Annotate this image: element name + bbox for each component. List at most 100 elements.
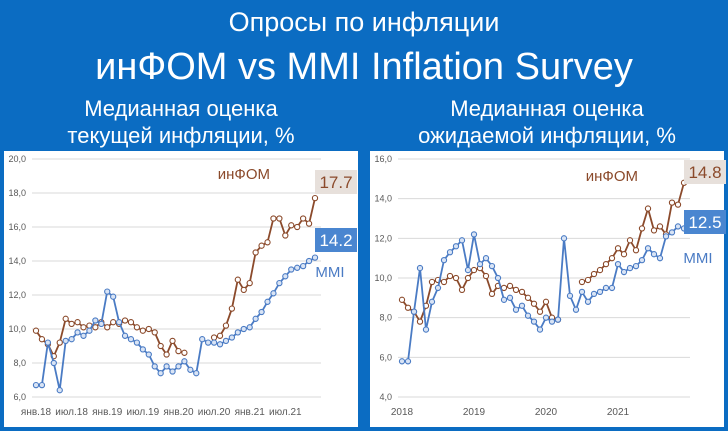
data-point-mmi	[74, 329, 81, 336]
data-point-mmi	[590, 290, 598, 298]
data-point-mmi	[656, 255, 664, 262]
data-point-mmi	[216, 341, 224, 348]
x-tick-label: янв.21	[235, 407, 266, 418]
x-tick-label: июл.21	[269, 407, 302, 418]
data-point-infom	[638, 225, 646, 232]
data-point-infom	[512, 286, 520, 294]
data-point-infom	[626, 237, 634, 244]
data-point-mmi	[410, 308, 418, 315]
data-point-mmi	[121, 332, 129, 339]
y-tick-label: 12,0	[374, 233, 392, 243]
data-point-infom	[506, 282, 514, 290]
data-point-mmi	[398, 358, 406, 365]
x-tick-label: янв.19	[92, 407, 123, 418]
data-point-mmi	[464, 266, 472, 274]
data-point-mmi	[282, 273, 289, 280]
data-point-infom	[530, 300, 538, 307]
data-point-infom	[518, 288, 526, 296]
data-point-infom	[270, 215, 277, 222]
data-point-mmi	[264, 298, 271, 305]
data-point-infom	[74, 319, 81, 326]
data-point-mmi	[86, 327, 93, 334]
x-tick-label: июл.18	[55, 407, 88, 418]
data-point-mmi	[193, 370, 200, 377]
data-point-mmi	[32, 381, 40, 389]
y-tick-label: 12,0	[8, 290, 26, 300]
data-point-mmi	[584, 298, 592, 305]
data-point-mmi	[68, 336, 75, 343]
data-point-mmi	[234, 329, 241, 336]
data-point-infom	[169, 337, 176, 345]
data-point-mmi	[614, 260, 622, 268]
data-point-mmi	[638, 257, 646, 264]
data-point-infom	[590, 270, 598, 278]
data-point-mmi	[446, 249, 454, 256]
data-point-mmi	[204, 339, 212, 346]
last-value-badge-bg	[684, 210, 726, 234]
data-point-mmi	[252, 315, 259, 322]
data-point-mmi	[668, 229, 676, 236]
data-point-infom	[470, 266, 478, 274]
data-point-infom	[311, 194, 319, 202]
data-point-infom	[151, 329, 158, 336]
data-point-infom	[536, 308, 544, 315]
y-tick-label: 14,0	[8, 256, 26, 266]
last-value-label-mmi: 14.2	[319, 231, 352, 250]
data-point-infom	[542, 298, 550, 305]
expected-inflation-chart: 4,0 6,0 8,0 10,0 12,0 14,0 16,0 2018 2019 2020 202…	[370, 151, 726, 427]
data-point-infom	[38, 336, 46, 343]
data-point-infom	[305, 220, 313, 227]
data-point-mmi	[572, 306, 580, 313]
data-point-infom	[264, 239, 271, 246]
y-tick-label: 6,0	[379, 352, 392, 362]
panel-title-line1: Медианная оценка	[450, 96, 644, 121]
x-tick-label: 2020	[535, 407, 558, 418]
series-label-mmi: MMI	[315, 264, 344, 281]
data-point-infom	[163, 351, 170, 358]
data-point-mmi	[246, 324, 253, 331]
series-label-infom: инФОМ	[218, 166, 270, 183]
data-point-infom	[524, 294, 532, 301]
data-point-mmi	[288, 266, 295, 273]
data-point-infom	[181, 349, 188, 356]
data-point-infom	[428, 278, 436, 286]
y-tick-label: 16,0	[374, 154, 392, 164]
y-tick-label: 8,0	[13, 358, 26, 368]
last-value-badge-bg	[315, 170, 357, 194]
data-point-mmi	[181, 358, 188, 365]
data-point-mmi	[305, 257, 313, 265]
data-point-mmi	[110, 293, 117, 300]
data-point-mmi	[602, 284, 610, 292]
data-point-mmi	[157, 370, 164, 377]
data-point-infom	[602, 260, 610, 268]
data-point-infom	[110, 319, 117, 326]
data-point-mmi	[163, 363, 170, 370]
data-point-mmi	[187, 366, 194, 373]
last-value-badge-bg	[315, 228, 357, 252]
data-point-mmi	[452, 243, 460, 250]
data-point-infom	[234, 276, 241, 283]
data-point-mmi	[222, 337, 230, 345]
data-point-mmi	[434, 284, 442, 292]
data-point-infom	[175, 347, 182, 355]
data-point-mmi	[199, 336, 206, 343]
data-point-mmi	[608, 284, 616, 292]
data-point-infom	[92, 324, 99, 331]
data-point-mmi	[440, 257, 448, 264]
data-point-mmi	[494, 274, 502, 282]
data-point-mmi	[650, 251, 658, 258]
data-point-mmi	[458, 237, 466, 244]
series-label-mmi: MMI	[683, 250, 712, 267]
data-point-mmi	[554, 316, 562, 323]
data-point-infom	[620, 251, 628, 258]
data-point-mmi	[542, 314, 550, 321]
panel-title-line2: ожидаемой инфляции, %	[418, 123, 676, 148]
data-point-infom	[258, 242, 265, 249]
y-tick-label: 10,0	[8, 324, 26, 334]
x-tick-label: янв.20	[163, 407, 194, 418]
data-point-infom	[650, 227, 658, 234]
data-point-infom	[145, 325, 152, 333]
data-point-mmi	[98, 320, 105, 328]
data-point-infom	[216, 332, 224, 339]
y-tick-label: 4,0	[379, 392, 392, 402]
